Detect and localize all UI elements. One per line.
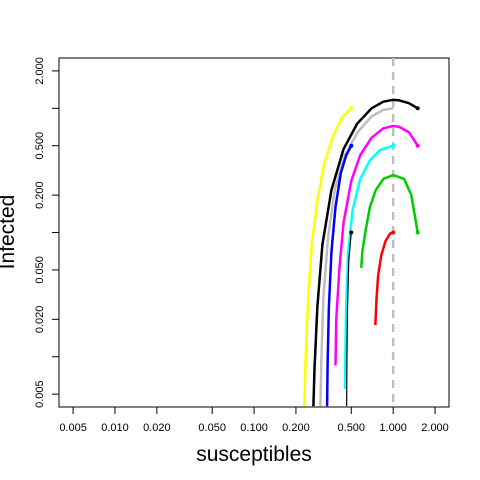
start-point: [415, 106, 420, 111]
x-tick-label: 0.010: [101, 422, 129, 434]
start-point: [415, 230, 420, 235]
series-line: [325, 145, 353, 407]
x-tick-label: 0.005: [59, 422, 87, 434]
start-point: [349, 230, 354, 235]
x-tick-label: 1.000: [379, 422, 407, 434]
x-tick-label: 0.020: [143, 422, 171, 434]
x-axis-title: susceptibles: [196, 443, 312, 466]
y-tick-label: 0.500: [34, 132, 46, 160]
y-tick-label: 0.020: [34, 306, 46, 334]
y-tick-label: 2.000: [34, 57, 46, 85]
x-tick-label: 0.100: [240, 422, 268, 434]
series-line: [312, 98, 419, 407]
series-line: [334, 124, 419, 366]
y-tick-label: 0.005: [34, 380, 46, 408]
series-line: [343, 144, 394, 390]
x-tick-label: 0.200: [282, 422, 310, 434]
x-tick-label: 0.500: [338, 422, 366, 434]
start-point: [391, 230, 396, 235]
x-tick-label: 2.000: [421, 422, 449, 434]
y-tick-label: 0.200: [34, 181, 46, 209]
start-point: [349, 106, 354, 111]
x-tick-label: 0.050: [198, 422, 226, 434]
axes: 0.005 0.010 0.020 0.050 0.100 0.200 0.500 1.000…: [34, 57, 449, 434]
series-line: [360, 173, 419, 268]
start-point: [391, 143, 396, 148]
start-point: [349, 143, 354, 148]
series-line: [346, 232, 352, 407]
y-tick-label: 0.050: [34, 256, 46, 284]
y-axis-title: Infected: [0, 195, 19, 270]
series-line: [303, 107, 353, 407]
start-point: [415, 143, 420, 148]
series-line: [374, 231, 394, 326]
plot-area: [303, 58, 420, 407]
